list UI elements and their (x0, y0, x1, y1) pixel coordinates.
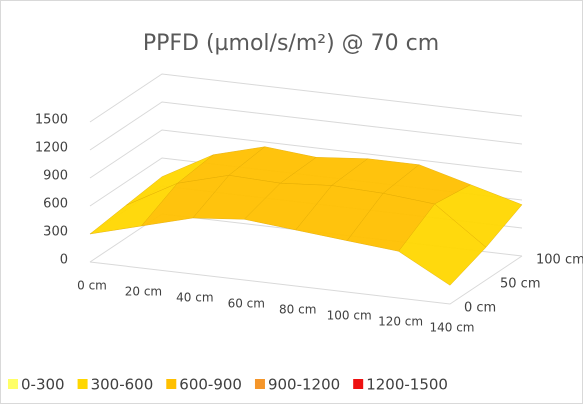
legend-swatch (77, 379, 88, 389)
z-tick-label: 900 (43, 169, 68, 184)
x-tick-label: 20 cm (125, 285, 162, 299)
depth-tick-label: 100 cm (536, 253, 583, 268)
legend-label: 0-300 (21, 376, 65, 394)
x-tick-label: 120 cm (378, 315, 423, 329)
legend-label: 900-1200 (268, 376, 340, 394)
legend-swatch (166, 379, 177, 389)
z-tick-label: 1500 (35, 113, 68, 128)
grid-line (89, 73, 523, 123)
z-tick-label: 300 (43, 225, 68, 240)
grid-line (89, 129, 523, 179)
legend-label: 600-900 (179, 376, 242, 394)
x-tick-label: 40 cm (176, 291, 213, 305)
legend-swatch (8, 379, 18, 389)
grid-line (89, 101, 523, 151)
z-tick-label: 1200 (35, 141, 68, 156)
chart-title: PPFD (µmol/s/m²) @ 70 cm (143, 31, 439, 56)
depth-tick-label: 50 cm (500, 277, 541, 292)
floor-edge (89, 255, 523, 305)
legend-label: 300-600 (91, 376, 154, 394)
depth-tick-label: 0 cm (464, 301, 496, 316)
x-tick-label: 60 cm (228, 297, 265, 311)
x-tick-label: 0 cm (77, 279, 107, 293)
legend-swatch (254, 379, 265, 389)
z-tick-label: 0 (60, 253, 68, 268)
surface-tile (398, 203, 487, 286)
x-tick-label: 80 cm (279, 303, 316, 317)
z-tick-label: 600 (43, 197, 68, 212)
legend-swatch (353, 379, 364, 389)
x-tick-label: 100 cm (327, 309, 372, 323)
x-tick-label: 140 cm (429, 321, 474, 335)
legend-label: 1200-1500 (366, 376, 448, 394)
